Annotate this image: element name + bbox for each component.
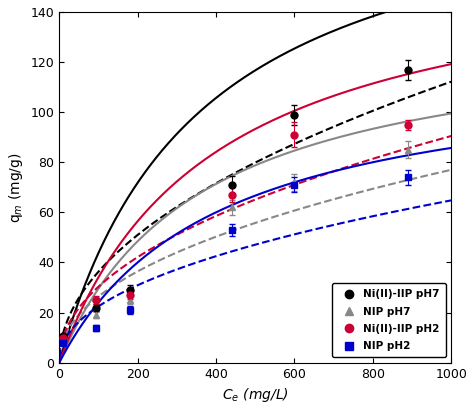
Y-axis label: q$_m$ (mg/g): q$_m$ (mg/g) [7,152,25,223]
Legend: Ni(II)-IIP pH7, NIP pH7, Ni(II)-IIP pH2, NIP pH2: Ni(II)-IIP pH7, NIP pH7, Ni(II)-IIP pH2,… [332,283,446,358]
X-axis label: C$_e$ (mg/L): C$_e$ (mg/L) [222,386,289,404]
